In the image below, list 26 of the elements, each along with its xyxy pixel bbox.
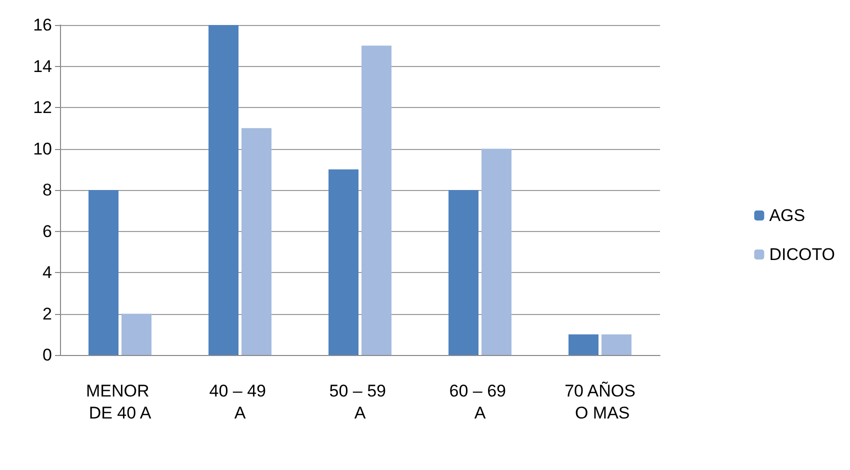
bar [328, 169, 358, 355]
x-tick-label: 60 – 69 A [449, 382, 511, 422]
y-tick-label: 14 [33, 56, 52, 76]
bar [568, 334, 598, 355]
legend-label: DICOTO [769, 245, 836, 264]
y-tick-label: 10 [33, 139, 52, 158]
bar [362, 46, 392, 355]
y-tick-label: 0 [42, 346, 52, 364]
y-tick-label: 8 [42, 180, 52, 200]
bar [242, 128, 272, 355]
y-tick-label: 2 [42, 304, 52, 324]
bar [208, 25, 238, 355]
x-tick-label: 50 – 59 A [329, 382, 391, 422]
y-tick-label: 16 [33, 16, 52, 34]
y-tick-label: 6 [42, 222, 52, 241]
bar [448, 190, 478, 355]
legend-label: AGS [769, 206, 806, 225]
y-tick-label: 12 [33, 98, 52, 117]
x-tick-label: MENOR DE 40 A [86, 382, 154, 422]
x-tick-label: 40 – 49 A [209, 382, 271, 422]
bar [482, 148, 512, 355]
bar [602, 334, 632, 355]
x-tick-label: 70 AÑOS O MAS [564, 382, 636, 422]
bar [122, 314, 152, 355]
bar [88, 190, 118, 355]
y-tick-label: 4 [42, 263, 52, 282]
